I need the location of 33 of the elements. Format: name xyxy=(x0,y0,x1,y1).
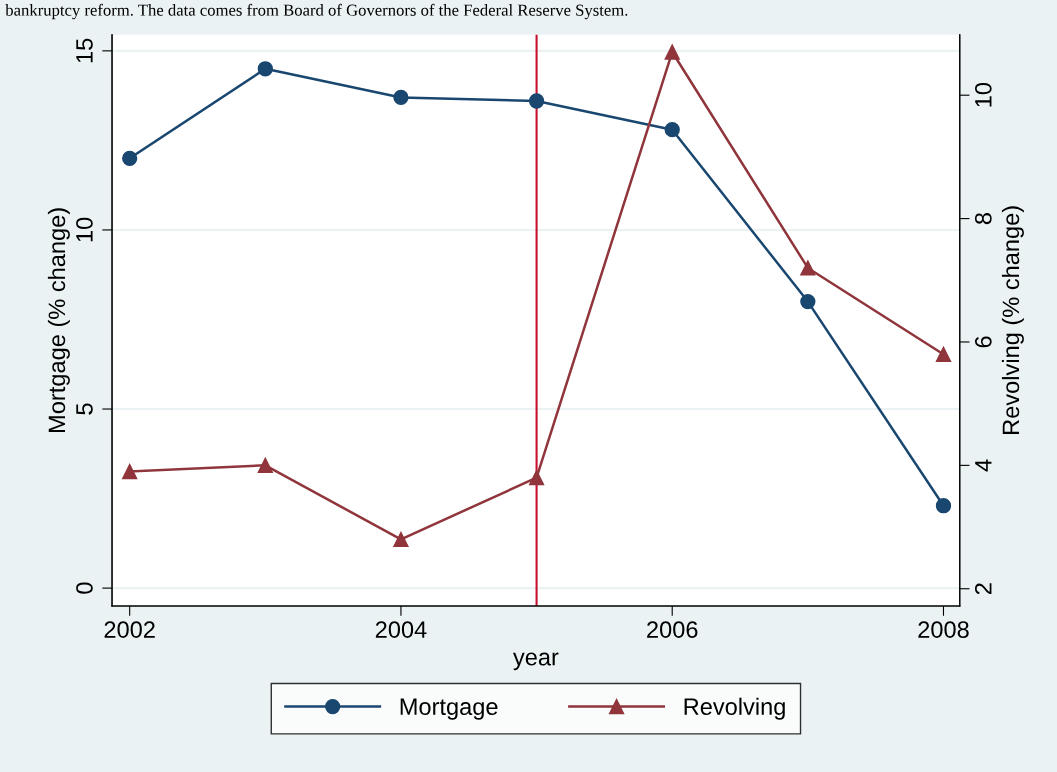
y2-tick-label: 4 xyxy=(975,459,992,472)
text: bankruptcy reform. The data comes from Board of Governors of the Federal Reserve System. xyxy=(5,3,628,20)
point xyxy=(257,457,273,473)
y-tick-label: 10 xyxy=(76,217,93,242)
y2-tick-label: 2 xyxy=(974,583,992,595)
x-tick-label: 2002 xyxy=(104,621,155,638)
y-tick-label: 15 xyxy=(76,38,93,63)
x-axis-title: year xyxy=(512,652,559,671)
point xyxy=(528,470,545,486)
point xyxy=(122,150,138,166)
y2-tick-label: 8 xyxy=(974,213,992,225)
point xyxy=(393,531,409,548)
y2-axis-title: Revolving (% change) xyxy=(1001,206,1024,434)
y2-tick-label: 10 xyxy=(974,82,992,107)
x-tick-label: 2008 xyxy=(918,621,969,638)
point xyxy=(935,498,952,514)
point xyxy=(935,346,952,362)
y-axis-title: Mortgage (% change) xyxy=(47,208,70,432)
point xyxy=(122,463,138,480)
point xyxy=(664,44,680,60)
point xyxy=(257,61,273,77)
legend-label: Mortgage xyxy=(400,698,498,720)
point xyxy=(393,89,409,106)
point xyxy=(664,122,680,138)
legend-label: Revolving xyxy=(684,697,785,720)
y-tick-label: 5 xyxy=(76,403,93,415)
y2-tick-label: 6 xyxy=(974,336,992,348)
x-tick-label: 2004 xyxy=(375,621,427,638)
point xyxy=(800,260,816,276)
point xyxy=(800,293,816,310)
y-tick-label: 0 xyxy=(76,582,93,594)
x-tick-label: 2006 xyxy=(647,621,698,638)
point xyxy=(528,93,545,109)
